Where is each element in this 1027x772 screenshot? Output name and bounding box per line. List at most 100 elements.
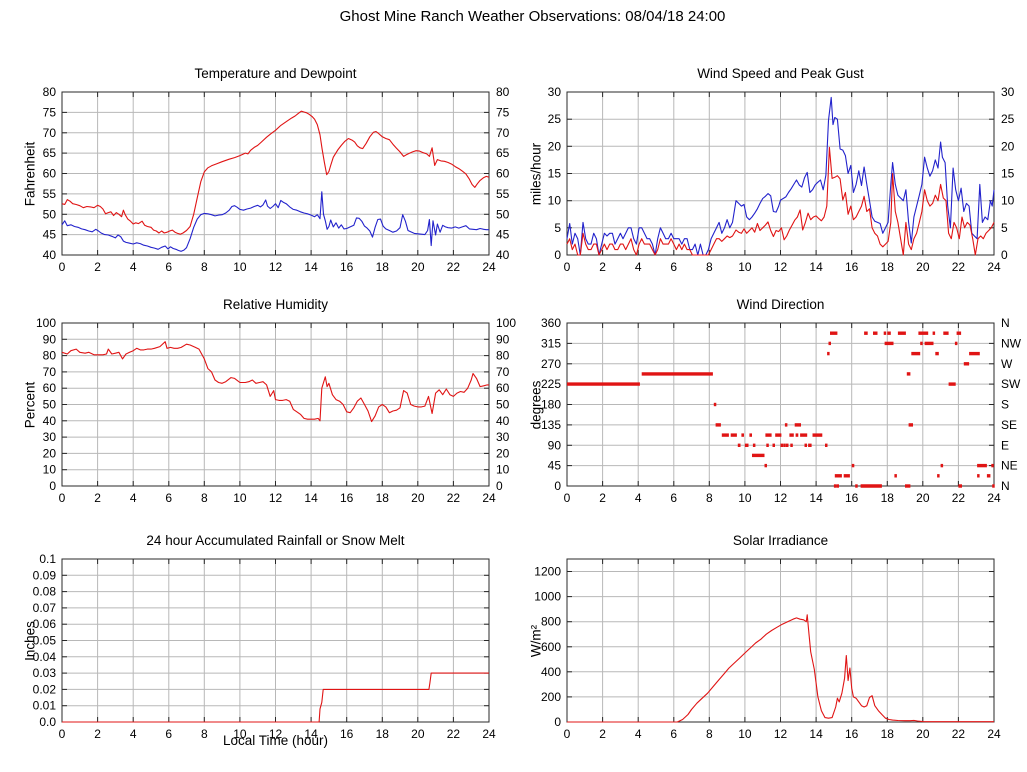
x-tick-label: 18 [881,260,895,274]
x-tick-label: 0 [564,260,571,274]
y-tick-label: 0.04 [33,650,57,664]
y-tick-label: 45 [43,228,57,242]
x-tick-label: 6 [670,260,677,274]
x-tick-label: 8 [706,727,713,741]
y-tick-label: 80 [43,349,57,363]
x-tick-label: 12 [269,727,283,741]
x-tick-label: 22 [952,727,966,741]
y-tick-label: 0.08 [33,585,57,599]
x-tick-label: 6 [165,727,172,741]
y-tick-label-right: 80 [496,86,510,99]
x-tick-label: 0 [59,491,66,505]
y-tick-label: 60 [43,167,57,181]
x-tick-label: 4 [635,260,642,274]
y-tick-label-right: 40 [496,414,510,428]
x-tick-label: 8 [201,260,208,274]
chart-title-rainfall: 24 hour Accumulated Rainfall or Snow Mel… [146,533,405,548]
y-tick-label: 1000 [534,590,561,604]
y-tick-label-right: 90 [496,332,510,346]
x-tick-label: 18 [376,491,390,505]
x-tick-label: 6 [670,491,677,505]
y-tick-label: 0.06 [33,617,57,631]
y-tick-label: 10 [548,194,562,208]
y-tick-label: 75 [43,105,57,119]
x-tick-label: 0 [59,727,66,741]
compass-label: N [1001,317,1010,330]
y-tick-label: 30 [43,430,57,444]
x-tick-label: 16 [845,260,859,274]
compass-label: E [1001,438,1009,452]
x-tick-label: 18 [376,260,390,274]
chart-title-relative-humidity: Relative Humidity [222,297,329,312]
x-tick-label: 10 [738,727,752,741]
x-tick-label: 20 [411,727,425,741]
x-tick-label: 0 [564,727,571,741]
x-tick-label: 24 [987,491,1001,505]
x-tick-label: 14 [304,727,318,741]
x-tick-label: 8 [706,491,713,505]
plot-border [61,322,490,487]
x-tick-label: 16 [340,260,354,274]
x-tick-label: 14 [809,260,823,274]
y-tick-label: 315 [541,336,561,350]
y-tick-label: 60 [43,381,57,395]
x-tick-label: 10 [233,491,247,505]
x-tick-label: 18 [881,727,895,741]
x-tick-label: 8 [201,727,208,741]
compass-label: SW [1001,377,1021,391]
peak-gust-line [566,96,995,256]
y-tick-label: 0 [554,479,561,493]
x-tick-label: 12 [269,260,283,274]
chart-title-wind-speed-gust: Wind Speed and Peak Gust [697,66,864,81]
y-tick-label: 0.01 [33,699,57,713]
y-tick-label: 135 [541,418,561,432]
solar-irradiance-line [567,614,994,723]
x-tick-label: 12 [774,491,788,505]
y-tick-label: 40 [43,248,57,262]
x-tick-label: 24 [987,260,1001,274]
x-tick-label: 14 [809,727,823,741]
x-tick-label: 22 [447,260,461,274]
x-tick-label: 24 [482,727,496,741]
x-tick-label: 10 [738,491,752,505]
x-tick-label: 18 [376,727,390,741]
x-tick-label: 4 [130,727,137,741]
y-tick-label-right: 50 [496,207,510,221]
x-tick-label: 16 [845,491,859,505]
x-tick-label: 2 [94,727,101,741]
x-axis-label-local-time: Local Time (hour) [222,733,329,748]
y-tick-label: 10 [43,463,57,477]
y-tick-label: 70 [43,126,57,140]
x-tick-label: 12 [774,260,788,274]
y-tick-label: 90 [43,332,57,346]
x-tick-label: 22 [952,491,966,505]
y-tick-label-right: 70 [496,126,510,140]
y-tick-label-right: 20 [1001,139,1015,153]
x-tick-label: 20 [916,727,930,741]
y-tick-label: 45 [548,459,562,473]
y-tick-label: 0.05 [33,634,57,648]
x-tick-label: 16 [845,727,859,741]
y-tick-label-right: 65 [496,146,510,160]
x-tick-label: 4 [635,491,642,505]
wind-speed-line [566,146,995,256]
x-tick-label: 4 [130,491,137,505]
y-tick-label: 270 [541,357,561,371]
y-tick-label-right: 60 [496,167,510,181]
y-tick-label-right: 40 [496,248,510,262]
y-tick-label: 200 [541,690,561,704]
x-tick-label: 12 [269,491,283,505]
y-tick-label: 65 [43,146,57,160]
y-tick-label-right: 5 [1001,221,1008,235]
y-tick-label: 55 [43,187,57,201]
x-tick-label: 16 [340,727,354,741]
x-tick-label: 24 [482,491,496,505]
x-tick-label: 16 [340,491,354,505]
y-tick-label: 25 [548,112,562,126]
x-tick-label: 0 [59,260,66,274]
x-tick-label: 22 [447,727,461,741]
y-tick-label: 50 [43,398,57,412]
